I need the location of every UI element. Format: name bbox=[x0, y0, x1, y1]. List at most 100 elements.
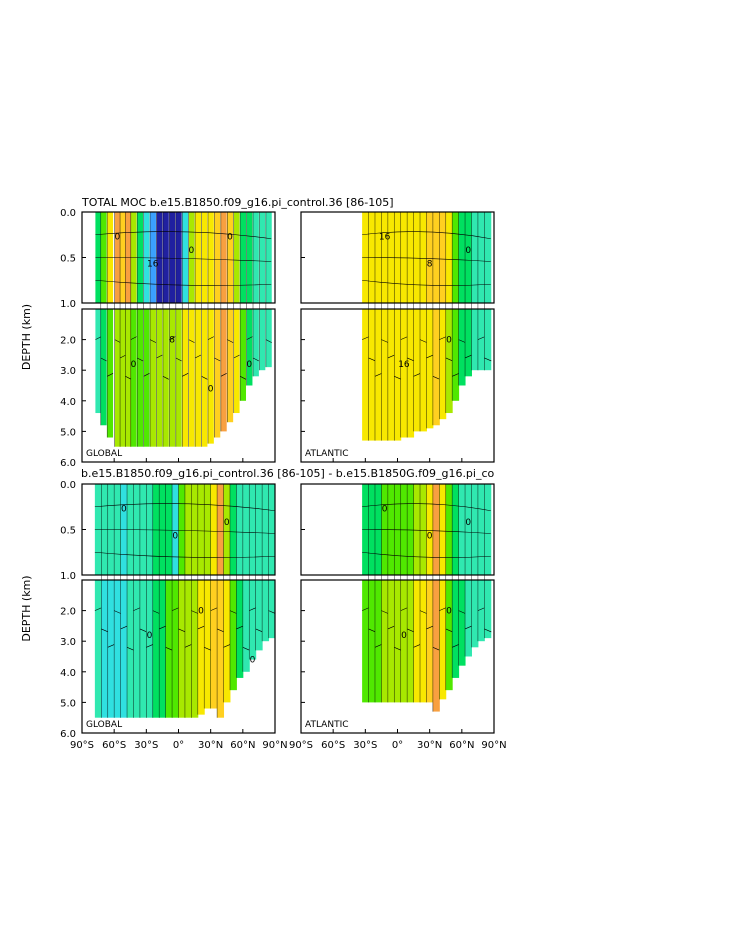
data-cell bbox=[407, 309, 415, 438]
data-cell bbox=[407, 580, 415, 703]
data-cell bbox=[445, 580, 453, 691]
contour-line bbox=[159, 625, 167, 630]
contour-line bbox=[194, 354, 202, 359]
data-cell bbox=[236, 484, 244, 575]
data-cell bbox=[407, 484, 415, 575]
panel-atlantic: 0 0 0 0 0 ATLANTIC 90°S 60°S 30°S 0° 30°N 60°N 90°N bbox=[289, 483, 507, 751]
data-cell bbox=[400, 212, 408, 303]
contour-line bbox=[458, 339, 466, 343]
data-cell bbox=[156, 212, 163, 303]
contour-line bbox=[156, 354, 163, 359]
chart-1: TOTAL MOC b.e15.B1850.f09_g16.pi_control… bbox=[20, 196, 495, 469]
contour-line bbox=[133, 607, 141, 611]
panel-atlantic: 16 16 8 0 0 ATLANTIC bbox=[300, 211, 495, 463]
data-cell bbox=[188, 212, 195, 303]
y-tick-label: 5.0 bbox=[60, 427, 76, 438]
data-cell bbox=[143, 309, 150, 447]
data-cell bbox=[484, 580, 492, 639]
contour-line bbox=[464, 354, 473, 359]
contour-line bbox=[229, 610, 238, 614]
x-tick-label: 30°N bbox=[198, 740, 223, 751]
y-tick-label: 4.0 bbox=[60, 397, 76, 408]
data-cell bbox=[420, 580, 427, 703]
contour-label: 16 bbox=[147, 260, 159, 270]
chart-2: b.e15.B1850.f09_g16.pi_control.36 [86-10… bbox=[20, 467, 507, 751]
contour-line bbox=[432, 647, 440, 651]
data-cell bbox=[146, 484, 154, 575]
contour-line bbox=[387, 625, 395, 630]
data-cell bbox=[130, 309, 137, 447]
contour-line bbox=[484, 628, 492, 633]
field: 0 0 0 0 0 bbox=[361, 484, 492, 712]
basin-label: ATLANTIC bbox=[305, 720, 349, 730]
data-cell bbox=[477, 309, 485, 371]
data-cell bbox=[137, 309, 144, 447]
contour-line bbox=[223, 644, 231, 648]
data-cell bbox=[94, 580, 102, 718]
contour-label: 0 bbox=[188, 246, 194, 256]
data-cell bbox=[120, 309, 126, 447]
data-cell bbox=[220, 212, 227, 303]
contour-label: 0 bbox=[250, 656, 256, 666]
data-cell bbox=[374, 580, 382, 703]
contour-label: 0 bbox=[227, 232, 233, 242]
contour-line bbox=[374, 373, 383, 377]
data-cell bbox=[207, 212, 214, 303]
data-cell bbox=[223, 484, 231, 575]
data-cell bbox=[152, 484, 160, 575]
contour-line bbox=[152, 610, 160, 614]
contour-line bbox=[139, 628, 147, 633]
contour-line bbox=[114, 339, 121, 343]
contour-line bbox=[249, 607, 257, 611]
contour-line bbox=[362, 231, 491, 240]
contour-line bbox=[120, 625, 128, 630]
y-tick-label: 4.0 bbox=[60, 668, 76, 679]
y-tick-label: 3.0 bbox=[60, 637, 76, 648]
contour-line bbox=[419, 339, 428, 343]
data-cell bbox=[452, 309, 460, 401]
contour-line bbox=[95, 257, 272, 262]
y-tick-label: 6.0 bbox=[60, 729, 76, 740]
contour-line bbox=[94, 551, 275, 558]
contour-line bbox=[445, 628, 453, 633]
data-cell bbox=[458, 309, 466, 386]
data-cell bbox=[381, 309, 389, 441]
contour-line bbox=[381, 339, 389, 343]
data-cell bbox=[362, 580, 370, 703]
data-cell bbox=[420, 212, 427, 303]
contour-line bbox=[95, 336, 102, 340]
data-cell bbox=[426, 484, 434, 575]
basin-label: GLOBAL bbox=[86, 720, 122, 730]
x-tick-label: 30°S bbox=[353, 740, 377, 751]
data-cell bbox=[178, 580, 186, 718]
data-cell bbox=[159, 580, 167, 718]
contour-line bbox=[214, 357, 221, 362]
y-tick-label: 0.0 bbox=[60, 208, 76, 219]
data-cell bbox=[107, 580, 115, 718]
contour-line bbox=[374, 644, 383, 648]
contour-line bbox=[94, 529, 275, 534]
data-cell bbox=[477, 484, 485, 575]
contour-line bbox=[362, 279, 491, 286]
data-cell bbox=[259, 309, 266, 371]
data-cell bbox=[236, 580, 244, 678]
data-cell bbox=[204, 580, 212, 709]
data-cell bbox=[143, 212, 150, 303]
contour-line bbox=[407, 628, 415, 633]
data-cell bbox=[207, 309, 214, 444]
data-cell bbox=[407, 212, 415, 303]
data-cell bbox=[465, 484, 472, 575]
data-cell bbox=[249, 484, 257, 575]
contour-line bbox=[125, 376, 132, 380]
contour-line bbox=[240, 376, 247, 380]
data-cell bbox=[439, 580, 447, 700]
contour-line bbox=[381, 610, 389, 614]
data-cell bbox=[172, 580, 179, 718]
contour-line bbox=[464, 625, 473, 630]
contour-line bbox=[107, 644, 115, 648]
data-cell bbox=[420, 484, 427, 575]
contour-line bbox=[126, 647, 135, 651]
data-cell bbox=[458, 580, 466, 666]
data-cell bbox=[452, 580, 460, 678]
contour-line bbox=[361, 336, 370, 340]
